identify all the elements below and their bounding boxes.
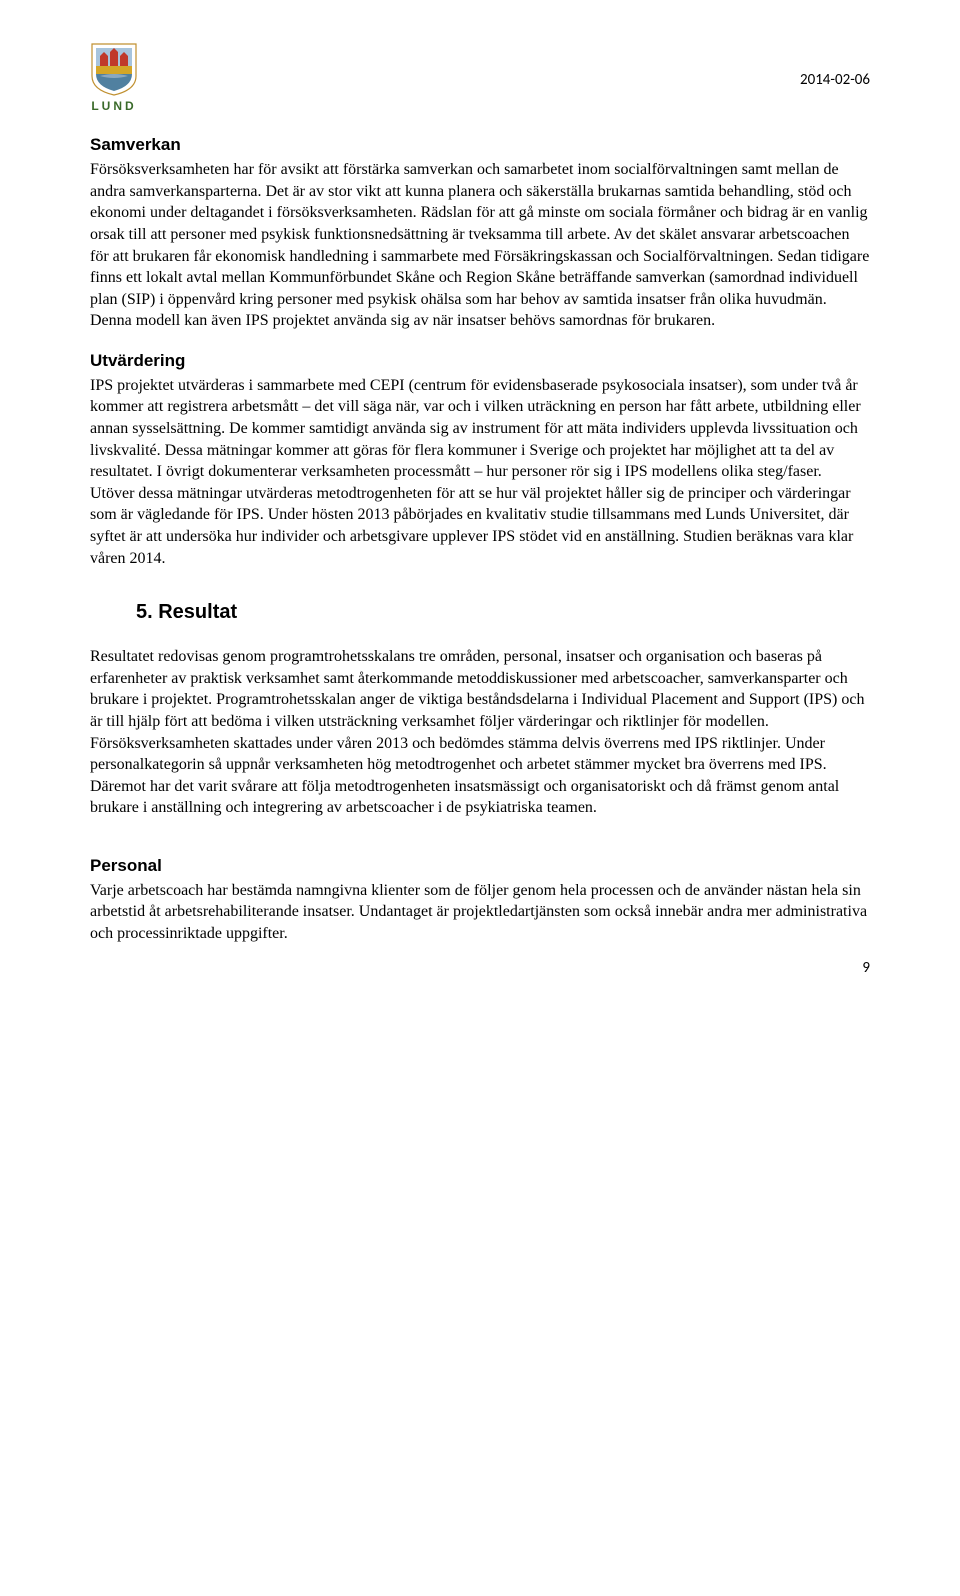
section-body-utvardering: IPS projektet utvärderas i sammarbete me… <box>90 375 870 569</box>
document-date: 2014-02-06 <box>800 70 870 90</box>
section-body-resultat: Resultatet redovisas genom programtrohet… <box>90 646 870 819</box>
logo-area: LUND <box>90 40 138 114</box>
page-number: 9 <box>862 958 870 978</box>
section-body-samverkan: Försöksverksamheten har för avsikt att f… <box>90 159 870 332</box>
section-title-resultat: 5. Resultat <box>136 599 870 626</box>
logo-text: LUND <box>91 98 136 114</box>
section-body-personal: Varje arbetscoach har bestämda namngivna… <box>90 880 870 945</box>
section-title-samverkan: Samverkan <box>90 134 870 157</box>
lund-crest-icon <box>90 40 138 96</box>
section-title-personal: Personal <box>90 855 870 878</box>
section-title-utvardering: Utvärdering <box>90 350 870 373</box>
page-header: LUND 2014-02-06 <box>90 40 870 114</box>
